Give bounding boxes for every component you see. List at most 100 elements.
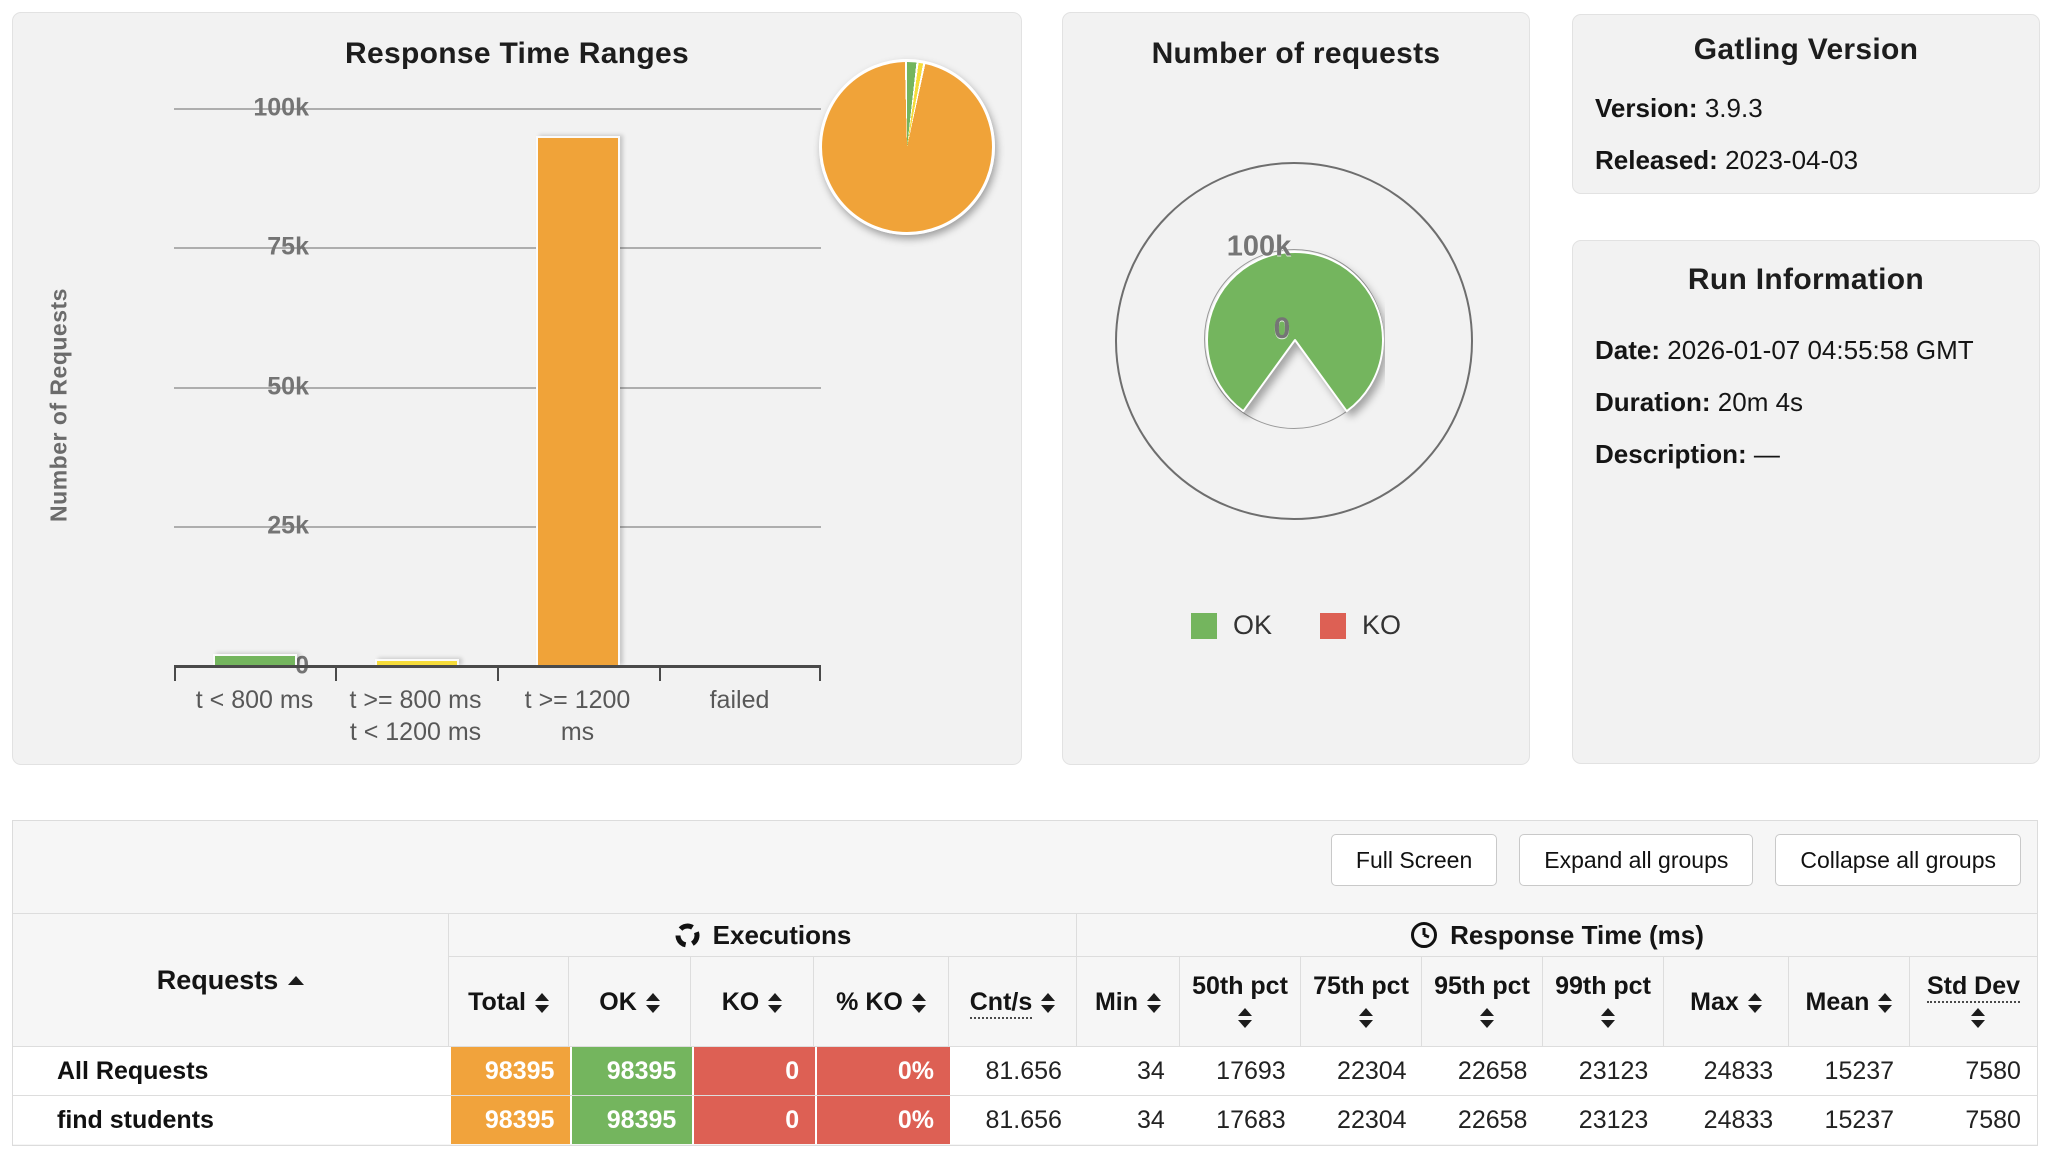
stat-cell-colored: 98395 [450,1096,571,1144]
sort-icon [1041,992,1056,1013]
sort-ascending-icon [288,976,305,985]
stat-cell: 22658 [1457,1056,1528,1085]
stat-cell: 34 [1137,1105,1165,1134]
column-header-min[interactable]: Min [1077,957,1180,1047]
requests-gauge-chart [1206,251,1384,413]
duration-row: Duration: 20m 4s [1595,387,1804,417]
column-header-99th-pct[interactable]: 99th pct [1543,957,1664,1047]
table-body: All Requests 98395 98395 0 0% 81.656 34 17693 22… [13,1046,2037,1144]
full-screen-button[interactable]: Full Screen [1330,834,1498,886]
ok-swatch [1190,612,1217,639]
chart-title: Number of requests [1151,37,1441,70]
request-name-cell[interactable]: find students [57,1105,214,1134]
sort-icon [1147,992,1162,1013]
gridline-25k [174,526,821,528]
version-row: Version: 3.9.3 [1595,93,1763,123]
sort-icon [534,992,549,1013]
sort-icon [1600,1008,1615,1029]
expand-all-groups-button[interactable]: Expand all groups [1519,834,1754,886]
stat-cell-colored: 0% [815,1047,951,1095]
column-header-ok[interactable]: OK [569,957,691,1047]
response-time-ranges-panel: Response Time Ranges Number of Requests … [12,12,1022,765]
column-header-50th-pct[interactable]: 50th pct [1180,957,1301,1047]
column-header-max[interactable]: Max [1664,957,1789,1047]
sort-icon [1971,1008,1985,1029]
column-header-mean[interactable]: Mean [1789,957,1910,1047]
y-tick-25k: 25k [267,511,309,540]
legend-label-ok: OK [1232,610,1272,640]
stat-cell-colored: 0 [692,1047,816,1095]
x-axis-tick [497,666,499,681]
x-label-t-lt-800ms: t < 800 ms [195,686,314,714]
sort-icon [1479,1008,1494,1029]
stat-cell: 81.656 [985,1056,1062,1085]
gauge-legend: OK KO [1063,610,1529,641]
stat-cell: 34 [1137,1056,1165,1085]
gridline-50k [174,387,821,389]
sort-icon [1878,992,1893,1013]
run-information-panel: Run Information Date: 2026-01-07 04:55:5… [1572,240,2040,764]
request-name-cell[interactable]: All Requests [57,1056,209,1085]
gridline-100k [174,108,821,110]
x-axis-tick [174,666,176,681]
column-header-std-dev[interactable]: Std Dev [1910,957,2037,1047]
stat-cell-colored: 0 [692,1096,816,1144]
chart-title: Response Time Ranges [345,37,689,70]
stat-cell-colored: 0% [815,1096,951,1144]
group-header-row: Executions Response Time (ms) [449,914,2037,957]
legend-item-ko: KO [1320,610,1401,641]
column-header-75th-pct[interactable]: 75th pct [1301,957,1422,1047]
gauge-outer-ring [1115,162,1473,520]
table-row[interactable]: find students 98395 98395 0 0% 81.656 34 17683 2… [13,1095,2037,1144]
sort-icon [1747,992,1762,1013]
gridline-75k [174,247,821,249]
bar-t-lt-800ms [213,654,297,666]
collapse-all-groups-button[interactable]: Collapse all groups [1775,834,2021,886]
stat-cell: 23123 [1578,1105,1649,1134]
gauge-max-label: 100k [1226,230,1292,263]
stat-cell: 22304 [1337,1105,1407,1134]
column-header-total[interactable]: Total [449,957,569,1047]
bar-chart-plot-area: 100k 75k 50k 25k 0 t < 800 ms t >= 800 m… [174,94,821,746]
panel-title: Gatling Version [1693,33,1919,66]
bar-t-800-1200ms [375,659,459,666]
stat-cell: 17683 [1216,1105,1286,1134]
column-header-95th-pct[interactable]: 95th pct [1422,957,1543,1047]
panel-title: Run Information [1687,263,1925,296]
executions-group-header: Executions [449,914,1077,956]
stat-cell-colored: 98395 [450,1047,571,1095]
x-label-t-800-1200ms: t >= 800 ms t < 1200 ms [349,686,482,746]
x-label-failed: failed [709,686,770,714]
stat-cell: 7580 [1965,1105,2021,1134]
x-axis-tick [335,666,337,681]
sub-header-row: Total OK KO % KO Cnt/s Min 50th pct 75th… [449,957,2037,1047]
column-header-ko[interactable]: KO [691,957,814,1047]
table-toolbar: Full Screen Expand all groups Collapse a… [1330,834,2021,886]
gauge-inner-ring [1204,249,1384,429]
x-axis-tick [659,666,661,681]
stat-cell: 22304 [1337,1056,1407,1085]
ko-swatch [1320,612,1346,639]
legend-label-ko: KO [1362,610,1402,640]
stat-cell: 22658 [1457,1105,1528,1134]
column-header-pct-ko[interactable]: % KO [814,957,949,1047]
gauge-center-value: 0 [1273,312,1291,345]
stat-cell: 15237 [1824,1105,1895,1134]
stat-cell-colored: 98395 [570,1096,693,1144]
table-header: Requests Executions [13,913,2037,1047]
column-header-cnt-s[interactable]: Cnt/s [949,957,1077,1047]
sort-icon [911,992,926,1013]
stat-cell: 81.656 [985,1105,1062,1134]
y-tick-75k: 75k [267,232,309,261]
y-axis-label: Number of Requests [45,288,72,522]
refresh-icon [675,923,700,947]
table-row[interactable]: All Requests 98395 98395 0 0% 81.656 34 17693 22… [13,1046,2037,1095]
stat-cell: 23123 [1578,1056,1649,1085]
stat-cell: 7580 [1965,1056,2021,1085]
sort-icon [645,992,660,1013]
column-header-requests[interactable]: Requests [13,914,449,1047]
statistics-table-container: Full Screen Expand all groups Collapse a… [12,820,2038,1146]
stat-cell: 17693 [1216,1056,1286,1085]
bar-t-ge-1200ms [536,136,620,666]
response-time-group-header: Response Time (ms) [1077,914,2037,956]
